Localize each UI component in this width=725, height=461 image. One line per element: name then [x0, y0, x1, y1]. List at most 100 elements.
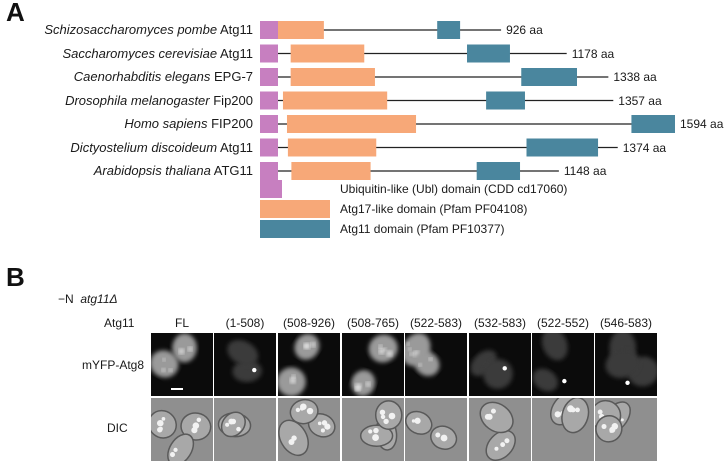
atg17-domain-box — [286, 115, 417, 133]
species-name: Homo sapiens — [124, 116, 208, 131]
yeast-cell — [595, 414, 623, 443]
vacuole-spot — [379, 409, 386, 416]
protein-length-label: 1338 aa — [613, 70, 657, 84]
atg11-domain-box — [526, 138, 599, 157]
vacuole-spot — [372, 434, 379, 441]
fluorescent-granule — [409, 352, 414, 356]
fluorescent-granule — [291, 374, 296, 379]
vacuole-spot — [225, 422, 230, 427]
atg17-domain-box — [290, 44, 365, 63]
species-name: Saccharomyces cerevisiae — [62, 45, 218, 61]
fluorescent-granule — [187, 346, 193, 352]
column-header: (508-765) — [346, 316, 400, 330]
fluorescence-image — [214, 333, 276, 396]
cell-image-svg — [479, 401, 516, 461]
yeast-cell — [532, 368, 558, 392]
fluorescent-granule — [310, 342, 316, 348]
pas-dot — [502, 366, 507, 371]
fluorescent-granule — [408, 347, 412, 352]
fluorescent-granule — [178, 348, 185, 355]
species-name: Drosophila melanogaster — [65, 92, 210, 108]
cell-image-svg — [595, 399, 631, 443]
fluorescence-image — [342, 333, 404, 396]
protein-length-label: 1357 aa — [618, 93, 662, 108]
fluorescent-granule — [406, 342, 410, 346]
species-label: Caenorhabditis elegans EPG-7 — [74, 69, 253, 85]
protein-length-label: 1594 aa — [680, 117, 724, 131]
atg17-domain-box — [273, 21, 324, 39]
condition-prefix: −N — [58, 292, 74, 306]
species-name: Caenorhabditis elegans — [73, 69, 211, 84]
ubl-domain-box — [260, 44, 278, 63]
column-header: (546-583) — [599, 316, 653, 330]
row-label: DIC — [107, 421, 128, 435]
pas-dot — [252, 367, 257, 373]
row-label: mYFP-Atg8 — [82, 358, 145, 372]
domain-architecture-diagram: Schizosaccharomyces pombe Atg11 926 aa Sac… — [44, 21, 724, 238]
fluorescent-granule — [418, 363, 422, 367]
cell-image-svg — [227, 339, 262, 383]
yeast-cell — [374, 400, 403, 430]
legend-swatch-ubl — [260, 180, 282, 198]
atg17-domain-box — [290, 68, 375, 86]
vacuole-spot — [440, 434, 448, 442]
fluorescent-granule — [162, 358, 166, 362]
yeast-cell — [167, 433, 195, 461]
yeast-cell — [227, 339, 259, 366]
vacuole-spot — [173, 447, 178, 453]
ubl-domain-box — [260, 21, 278, 39]
protein-name: FIP200 — [207, 116, 253, 131]
vacuole-spot — [317, 421, 322, 426]
legend-swatch-atg11 — [260, 220, 330, 238]
atg17-domain-box — [282, 91, 388, 110]
vacuole-spot — [299, 406, 304, 411]
yeast-cell — [479, 401, 514, 434]
ubl-domain-box — [260, 138, 278, 157]
vacuole-spot — [192, 422, 200, 429]
atg17-domain-box — [287, 138, 377, 157]
vacuole-spot — [196, 417, 202, 423]
yeast-cell — [605, 349, 640, 379]
cell-image-svg — [278, 398, 336, 457]
condition-label: −N atg11Δ — [58, 292, 118, 306]
species-label: Arabidopsis thaliana ATG11 — [94, 163, 253, 179]
panel-b-letter: B — [6, 262, 25, 292]
fluorescent-granule — [428, 357, 433, 362]
vacuole-spot — [620, 418, 624, 422]
column-header: FL — [174, 316, 189, 330]
vacuole-spot — [383, 418, 389, 425]
atg11-domain-box — [631, 115, 675, 133]
protein-name: Atg11 — [217, 22, 253, 37]
fluorescent-granule — [383, 347, 387, 351]
scale-bar — [171, 388, 183, 390]
fluorescence-image — [532, 333, 594, 396]
vacuole-spot — [388, 412, 396, 420]
fluorescent-granule — [289, 377, 296, 384]
protein-name: Fip200 — [209, 92, 253, 108]
species-name: Dictyostelium discoideum — [70, 139, 218, 155]
species-label: Schizosaccharomyces pombe Atg11 — [44, 22, 253, 38]
vacuole-spot — [320, 428, 325, 433]
vacuole-spot — [159, 426, 163, 431]
protein-name: ATG11 — [210, 163, 253, 178]
yeast-cell — [220, 411, 246, 438]
legend-label-atg11: Atg11 domain (Pfam PF10377) — [340, 222, 505, 236]
legend-label-ubl: Ubiquitin-like (Ubl) domain (CDD cd17060… — [340, 182, 568, 196]
vacuole-spot — [380, 414, 386, 420]
vacuole-spot — [373, 427, 379, 434]
fluorescent-granule — [378, 344, 383, 349]
fluorescent-granule — [168, 368, 173, 372]
cell-image-svg — [151, 333, 197, 390]
fluorescent-granule — [355, 383, 362, 390]
vacuole-spot — [236, 426, 241, 432]
fluorescence-image — [405, 333, 467, 396]
vacuole-spot — [306, 407, 314, 415]
pas-dot — [625, 380, 630, 385]
dic-image — [342, 398, 404, 461]
vacuole-spot — [597, 409, 603, 415]
ubl-domain-box — [260, 115, 278, 133]
vacuole-spot — [368, 429, 373, 434]
vacuole-spot — [500, 442, 506, 448]
column-header: (532-583) — [473, 316, 527, 330]
domain-diagram-svg — [260, 21, 675, 238]
